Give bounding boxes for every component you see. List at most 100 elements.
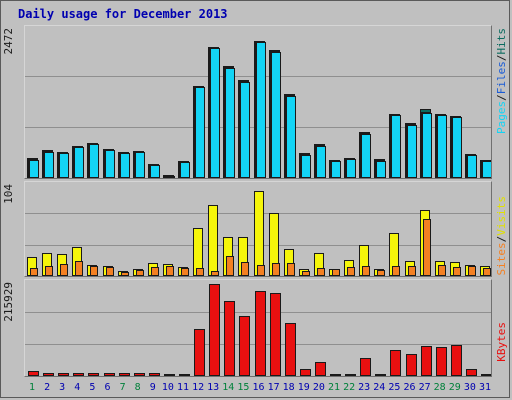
sites-bar	[30, 268, 38, 276]
pages-bar	[361, 134, 372, 178]
sites-bar	[211, 271, 220, 276]
sites-bar	[165, 266, 174, 276]
x-tick-label: 3	[59, 382, 66, 393]
pages-bar	[346, 159, 357, 178]
kbytes-bar	[435, 347, 447, 376]
sites-bar	[226, 256, 235, 276]
pages-bar	[104, 150, 115, 178]
pages-bar	[482, 161, 491, 178]
pages-bar	[119, 153, 130, 178]
legend-sites: Sites	[495, 242, 508, 276]
x-tick-label: 31	[478, 382, 492, 393]
pages-bar	[195, 87, 206, 178]
x-tick-label: 10	[161, 382, 174, 393]
pages-bar	[89, 144, 100, 178]
x-tick-label: 18	[282, 382, 295, 393]
x-tick-label: 17	[267, 382, 280, 393]
x-tick-label: 20	[312, 382, 325, 393]
pages-bar	[59, 153, 70, 178]
x-tick-label: 19	[297, 382, 310, 393]
kbytes-bar	[375, 374, 387, 376]
x-tick-label: 13	[207, 382, 220, 393]
pages-bar	[74, 147, 85, 178]
kbytes-bar	[360, 358, 372, 376]
kbytes-bar	[330, 374, 341, 376]
kbytes-bar	[163, 374, 175, 376]
hits-files-pages-legend: Pages/Files/Hits	[495, 28, 508, 134]
sites-bar	[90, 266, 99, 276]
kbytes-bar	[284, 323, 296, 376]
x-tick-label: 8	[134, 382, 141, 393]
sites-bar	[135, 270, 144, 276]
x-tick-label: 1	[28, 382, 36, 393]
sites-bar	[407, 266, 416, 276]
x-tick-label: 25	[388, 382, 401, 393]
pages-bar	[225, 68, 236, 178]
pages-bar	[436, 115, 447, 178]
x-tick-label: 22	[343, 382, 356, 393]
kbytes-panel	[24, 279, 492, 377]
legend-kbytes: KBytes	[495, 322, 508, 362]
kbytes-bar	[194, 329, 206, 376]
sites-bar	[286, 263, 295, 276]
sites-bar	[150, 267, 159, 276]
visits-bar	[208, 205, 219, 276]
legend-visits: Visits	[495, 196, 508, 236]
sites-bar	[392, 266, 401, 276]
pages-bar	[164, 176, 175, 178]
sites-bar	[347, 267, 356, 276]
pages-bar	[210, 48, 221, 178]
x-tick-label: 12	[192, 382, 205, 393]
legend-files: Files	[495, 61, 508, 95]
legend-separator: /	[495, 235, 508, 243]
sites-bar	[75, 261, 84, 276]
sites-bar	[467, 266, 476, 276]
x-tick-label: 11	[176, 382, 190, 393]
pages-bar	[134, 152, 145, 178]
pages-bar	[300, 155, 311, 178]
x-tick-label: 7	[119, 382, 126, 393]
x-tick-label: 23	[358, 382, 371, 393]
visits-bar	[253, 191, 264, 276]
pages-bar	[180, 162, 190, 178]
sites-bar	[120, 272, 129, 276]
sites-bar	[422, 219, 431, 276]
x-tick-label: 24	[373, 382, 386, 393]
kbytes-bar	[179, 374, 190, 376]
pages-bar	[376, 161, 387, 178]
x-axis: 1 2 3 4 5 6 7 8 9 10 11 12 13 14 15 16 17 18 19 20 21 22 23 24 2…	[24, 382, 492, 396]
sites-bar	[271, 263, 280, 276]
pages-bar	[255, 42, 266, 178]
kbytes-bar	[314, 362, 326, 376]
kbytes-bar	[58, 373, 70, 376]
x-tick-label: 26	[403, 382, 416, 393]
x-tick-label: 29	[448, 382, 461, 393]
kbytes-bar	[239, 316, 251, 376]
x-tick-label: 27	[418, 382, 431, 393]
hits-ymax-label: 2472	[2, 28, 15, 55]
kbytes-bar	[28, 371, 39, 376]
pages-bar	[270, 52, 281, 178]
visits-ymax-label: 104	[2, 184, 15, 204]
pages-bar	[466, 155, 477, 178]
x-tick-label: 30	[463, 382, 476, 393]
kbytes-bar	[390, 350, 402, 376]
sites-bar	[452, 267, 461, 276]
kbytes-ymax-label: 215929	[2, 282, 15, 322]
legend-separator: /	[495, 94, 508, 101]
sites-bar	[105, 267, 114, 276]
kbytes-bar	[88, 373, 100, 376]
kbytes-bar	[118, 373, 130, 376]
kbytes-bar	[224, 301, 236, 376]
kbytes-bar	[481, 374, 491, 376]
sites-bar	[60, 264, 69, 276]
x-tick-label: 2	[44, 382, 51, 393]
pages-bar	[451, 117, 462, 178]
pages-bar	[331, 161, 341, 178]
x-tick-label: 14	[222, 382, 235, 393]
pages-bar	[285, 96, 296, 178]
x-tick-label: 5	[89, 382, 96, 393]
pages-bar	[44, 152, 55, 178]
hits-files-pages-panel	[24, 25, 492, 179]
kbytes-bar	[420, 346, 432, 376]
